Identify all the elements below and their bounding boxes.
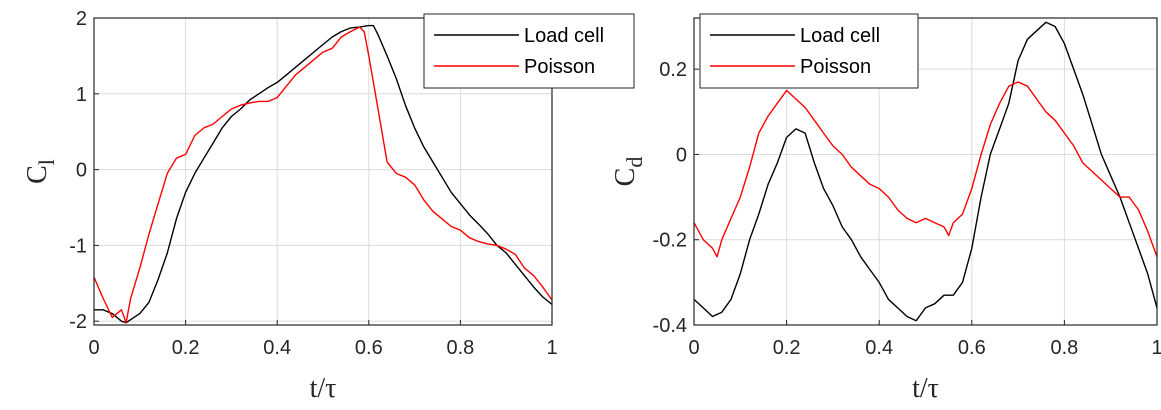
legend-label: Poisson: [800, 56, 871, 78]
y-tick-label: -2: [69, 311, 87, 333]
y-tick-label: 0: [76, 160, 87, 182]
x-tick-label: 0.4: [865, 337, 893, 359]
y-tick-label: 0: [676, 144, 687, 166]
x-tick-label: 0.6: [958, 337, 986, 359]
x-tick-label: 0: [688, 337, 699, 359]
legend: Load cell Poisson: [423, 13, 635, 89]
x-tick-label: 1: [1151, 337, 1161, 359]
y-tick-label: 1: [76, 84, 87, 106]
legend: Load cell Poisson: [699, 13, 919, 89]
y-tick-label: -0.2: [653, 230, 687, 252]
y-tick-label: 2: [76, 8, 87, 30]
series-line-load-cell: [693, 21, 1158, 322]
legend-label: Load cell: [524, 25, 604, 47]
series-line-load-cell: [94, 24, 553, 324]
legend-label: Poisson: [524, 56, 595, 78]
x-tick-label: 0.4: [263, 337, 291, 359]
chart-lift-coefficient: 0 0.2 0.4 0.6 0.8 1 -2 -1 0 1 2 t/τ Cl Load cell Poiss…: [22, 8, 635, 404]
x-tick-label: 0.2: [773, 337, 801, 359]
chart-drag-coefficient: 0 0.2 0.4 0.6 0.8 1 -0.4 -0.2 0 0.2 t/τ Cd Load cell…: [610, 13, 1161, 404]
x-tick-label: 0.8: [446, 337, 474, 359]
y-tick-label: -0.4: [653, 315, 687, 337]
y-axis-label-subscript: d: [622, 157, 647, 168]
y-axis-label-subscript: l: [34, 159, 59, 165]
x-axis-label: t/τ: [310, 373, 337, 404]
y-axis-label: Cl: [22, 159, 59, 184]
y-axis-label-main: C: [22, 165, 53, 184]
y-tick-label: -1: [69, 235, 87, 257]
axes-box: [93, 17, 553, 326]
legend-box: [699, 13, 919, 89]
legend-label: Load cell: [800, 25, 880, 47]
x-tick-label: 0.8: [1050, 337, 1078, 359]
series-line-poisson: [93, 26, 553, 324]
axes-box: [693, 17, 1158, 326]
x-tick-label: 0.2: [172, 337, 200, 359]
x-axis-label: t/τ: [912, 373, 939, 404]
series-line-poisson: [693, 81, 1158, 258]
legend-box: [423, 13, 635, 89]
y-axis-label-main: C: [610, 168, 641, 187]
x-tick-label: 1: [546, 337, 557, 359]
y-tick-label: 0.2: [659, 59, 687, 81]
x-tick-label: 0: [88, 337, 99, 359]
y-axis-label: Cd: [610, 157, 647, 187]
x-tick-label: 0.6: [355, 337, 383, 359]
